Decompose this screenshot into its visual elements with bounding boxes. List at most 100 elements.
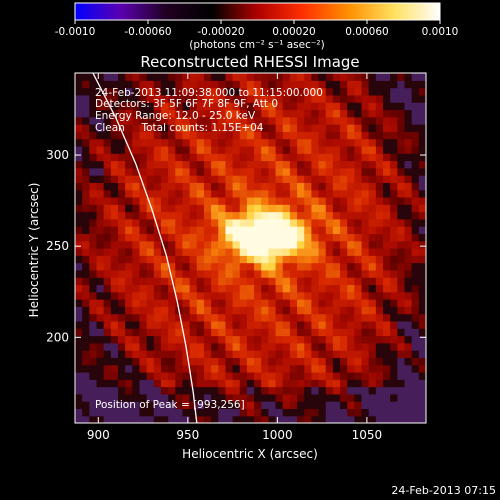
heatmap-cell [82, 364, 90, 373]
heatmap-cell [368, 248, 377, 256]
heatmap-cell [368, 131, 377, 140]
heatmap-cell [110, 233, 119, 242]
heatmap-cell [332, 138, 341, 147]
heatmap-cell [282, 116, 291, 125]
heatmap-cell [268, 401, 277, 410]
heatmap-cell [189, 73, 198, 81]
heatmap-cell [232, 233, 241, 242]
heatmap-cell [354, 189, 363, 198]
heatmap-cell [218, 80, 227, 89]
heatmap-cell [375, 226, 384, 235]
heatmap-cell [254, 350, 262, 358]
heatmap-cell [311, 401, 320, 410]
heatmap-cell [153, 94, 162, 103]
heatmap-cell [311, 153, 320, 162]
heatmap-cell [246, 131, 255, 140]
heatmap-cell [254, 182, 262, 191]
heatmap-cell [390, 269, 398, 278]
heatmap-cell [218, 371, 227, 380]
heatmap-cell [311, 357, 320, 366]
heatmap-cell [261, 196, 269, 205]
heatmap-cell [125, 153, 133, 162]
heatmap-cell [153, 196, 162, 205]
heatmap-cell [311, 379, 320, 388]
heatmap-cell [75, 73, 83, 81]
heatmap-cell [175, 211, 184, 220]
heatmap-cell [404, 328, 413, 337]
heatmap-cell [246, 196, 255, 205]
heatmap-cell [103, 320, 112, 329]
heatmap-cell [89, 73, 98, 81]
heatmap-cell [75, 182, 83, 191]
heatmap-cell [82, 73, 90, 81]
heatmap-cell [347, 233, 355, 242]
heatmap-cell [368, 204, 377, 213]
heatmap-cell [268, 218, 277, 227]
heatmap-cell [254, 189, 262, 198]
heatmap-cell [347, 182, 355, 191]
heatmap-cell [282, 145, 291, 154]
heatmap-cell [246, 204, 255, 213]
heatmap-cell [268, 131, 277, 140]
heatmap-cell [297, 196, 305, 205]
heatmap-cell [211, 80, 219, 89]
heatmap-cell [254, 255, 262, 264]
heatmap-cell [203, 320, 212, 329]
heatmap-cell [168, 182, 176, 191]
heatmap-cell [96, 196, 105, 205]
heatmap-cell [390, 182, 398, 191]
heatmap-cell [418, 262, 426, 271]
heatmap-cell [311, 102, 320, 111]
heatmap-cell [218, 138, 227, 147]
heatmap-cell [211, 196, 219, 205]
heatmap-cell [125, 299, 133, 307]
heatmap-cell [110, 160, 119, 169]
heatmap-cell [82, 371, 90, 380]
heatmap-cell [103, 255, 112, 264]
heatmap-cell [282, 196, 291, 205]
heatmap-cell [232, 262, 241, 271]
heatmap-cell [239, 393, 248, 402]
heatmap-cell [261, 306, 269, 315]
heatmap-cell [82, 386, 90, 395]
heatmap-cell [139, 145, 148, 154]
heatmap-cell [318, 335, 327, 344]
heatmap-cell [203, 160, 212, 169]
heatmap-cell [275, 87, 284, 96]
heatmap-cell [110, 80, 119, 89]
heatmap-cell [340, 94, 348, 103]
heatmap-cell [261, 269, 269, 278]
heatmap-cell [332, 204, 341, 213]
heatmap-cell [211, 291, 219, 300]
heatmap-cell [125, 116, 133, 125]
heatmap-cell [196, 306, 205, 315]
heatmap-cell [203, 124, 212, 132]
heatmap-cell [325, 211, 334, 220]
heatmap-cell [325, 138, 334, 147]
heatmap-cell [375, 408, 384, 417]
heatmap-cell [82, 401, 90, 410]
heatmap-cell [418, 393, 426, 402]
heatmap-cell [82, 306, 90, 315]
heatmap-cell [261, 80, 269, 89]
heatmap-cell [239, 269, 248, 278]
heatmap-cell [110, 240, 119, 249]
heatmap-cell [268, 182, 277, 191]
heatmap-cell [268, 226, 277, 235]
heatmap-cell [368, 109, 377, 118]
heatmap-cell [96, 189, 105, 198]
heatmap-cell [311, 116, 320, 125]
heatmap-cell [354, 204, 363, 213]
heatmap-cell [232, 364, 241, 373]
heatmap-cell [397, 357, 406, 366]
heatmap-cell [82, 87, 90, 96]
heatmap-cell [146, 284, 155, 293]
heatmap-cell [182, 262, 191, 271]
heatmap-cell [89, 94, 98, 103]
heatmap-cell [289, 364, 298, 373]
heatmap-cell [125, 204, 133, 213]
heatmap-cell [254, 160, 262, 169]
heatmap-cell [139, 262, 148, 271]
heatmap-cell [182, 182, 191, 191]
heatmap-cell [232, 350, 241, 358]
